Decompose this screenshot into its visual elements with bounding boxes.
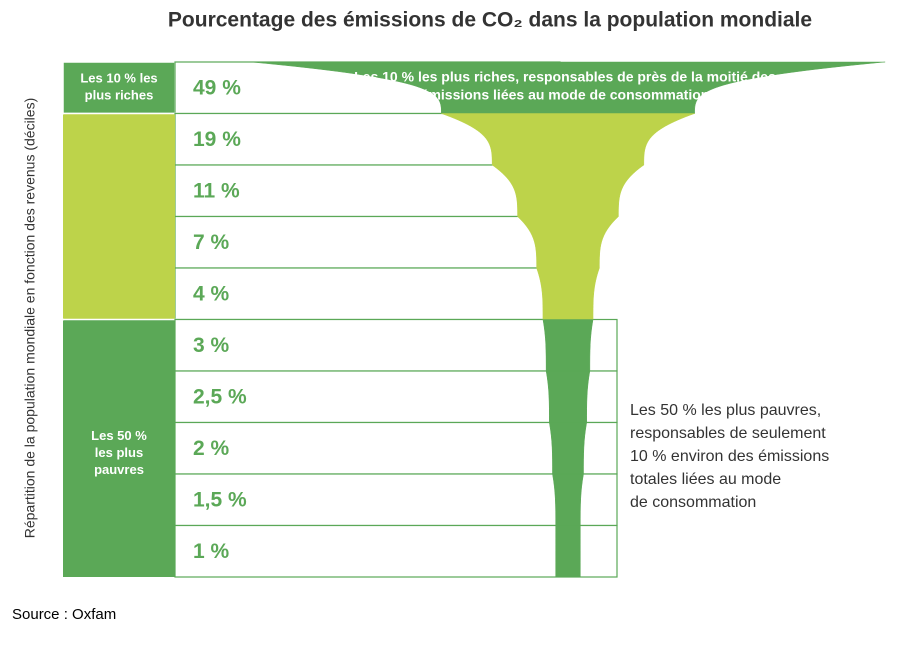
- funnel-segment: [536, 267, 600, 320]
- value-label: 11 %: [193, 179, 240, 202]
- annotation: totales liées au mode: [630, 471, 781, 488]
- annotation: Les 10 % les plus riches, responsables d…: [354, 69, 776, 85]
- value-label: 19 %: [193, 128, 241, 151]
- row-box: [174, 318, 618, 372]
- value-label: 7 %: [193, 231, 230, 254]
- row-box: [174, 524, 618, 578]
- group-label: pauvres: [94, 462, 144, 477]
- row-box: [174, 370, 618, 424]
- group-cell: [62, 61, 176, 115]
- value-label: 3 %: [193, 334, 230, 357]
- funnel-segment: [552, 473, 584, 526]
- funnel-segment: [542, 319, 594, 372]
- annotation: de consommation: [630, 494, 756, 511]
- y-axis-label: Répartition de la population mondiale en…: [22, 98, 38, 539]
- row-box: [174, 215, 561, 269]
- funnel-segment: [555, 525, 581, 578]
- funnel-segment: [545, 370, 591, 423]
- annotation: Les 50 % les plus pauvres,: [630, 402, 821, 419]
- group-cell: [63, 320, 175, 577]
- value-label: 4 %: [193, 282, 230, 305]
- annotation: responsables de seulement: [630, 425, 826, 442]
- annotation: 10 % environ des émissions: [630, 448, 829, 465]
- value-label: 2 %: [193, 437, 230, 460]
- value-label: 1 %: [193, 540, 230, 563]
- value-label: 2,5 %: [193, 385, 247, 408]
- group-label: Les 10 % les: [80, 71, 157, 86]
- row-box: [174, 267, 561, 321]
- group-label: Les 50 %: [91, 428, 147, 443]
- chart-title: Pourcentage des émissions de CO₂ dans la…: [168, 9, 812, 32]
- source: Source : Oxfam: [12, 606, 116, 623]
- value-label: 1,5 %: [193, 488, 247, 511]
- group-label: les plus: [95, 445, 143, 460]
- value-label: 49 %: [193, 76, 241, 99]
- group-label: plus riches: [85, 88, 154, 103]
- funnel-segment: [549, 422, 587, 475]
- row-box: [174, 421, 618, 475]
- group-cell: [63, 114, 175, 319]
- row-box: [174, 164, 561, 218]
- annotation: émissions liées au mode de consommation: [421, 87, 710, 103]
